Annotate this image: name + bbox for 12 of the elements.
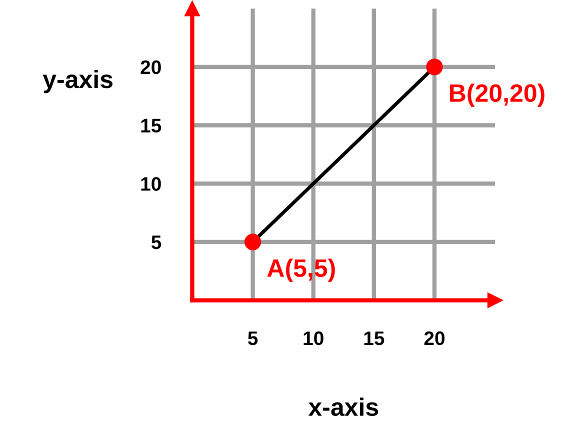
- x-tick-label: 5: [248, 332, 258, 346]
- x-tick-label: 10: [304, 331, 324, 346]
- y-tick-label: 5: [151, 236, 162, 250]
- annotation: B(20,20): [450, 84, 544, 107]
- y-tick-label: 10: [141, 177, 161, 191]
- x-axis-title: x-axis: [308, 398, 378, 416]
- annotation: A(5,5): [267, 258, 335, 282]
- y-tick-label: 20: [140, 60, 161, 74]
- y-axis-title: y-axis: [42, 70, 112, 94]
- y-tick-label: 15: [141, 118, 162, 133]
- x-tick-label: 15: [364, 332, 384, 346]
- x-tick-label: 20: [424, 331, 444, 346]
